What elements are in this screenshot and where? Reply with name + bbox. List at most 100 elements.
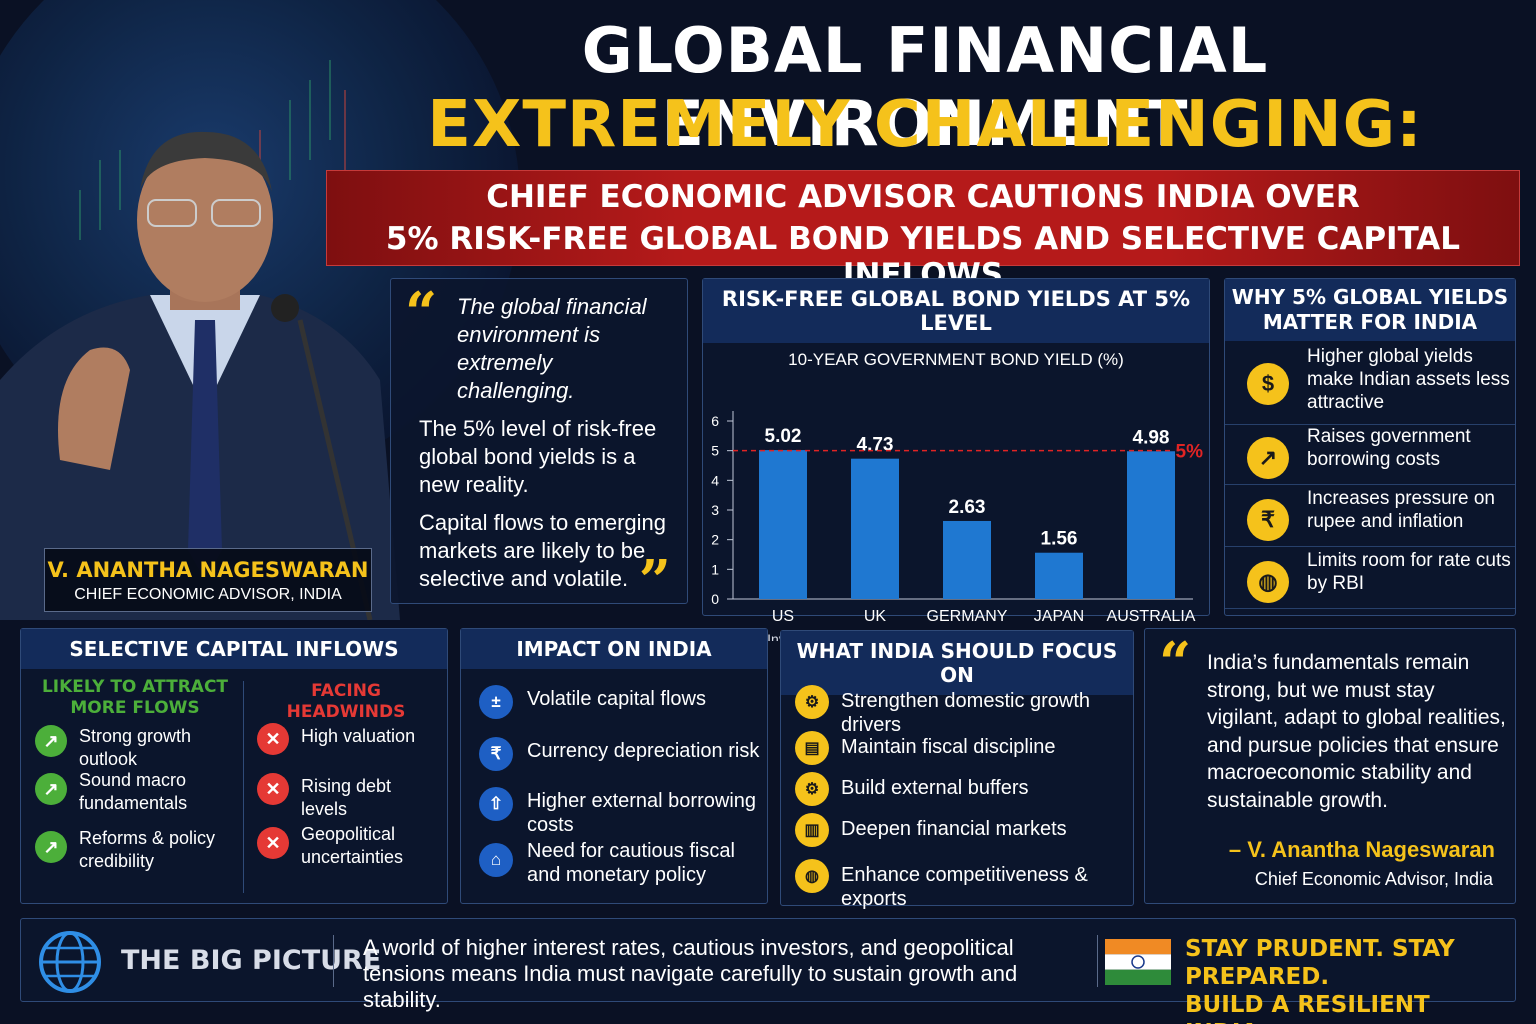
bar-germany [943,520,991,599]
impact-item: Need for cautious fiscal and monetary po… [527,840,735,886]
selective-capital-inflows-panel: SELECTIVE CAPITAL INFLOWS LIKELY TO ATTR… [20,628,448,904]
open-quote-icon-2: “ [1159,630,1192,696]
x-tick-label: US [772,608,794,625]
why-item-text: Increases pressure on rupee and inflatio… [1307,488,1495,532]
y-tick-label: 6 [711,413,719,429]
y-tick-label: 1 [711,561,719,577]
attract-item: Strong growth outlook [79,726,192,769]
bar-uk [851,458,899,599]
globe-icon [39,931,101,993]
bar-japan [1035,552,1083,599]
growth-arrow-icon: ↗ [35,831,67,863]
selective-heading: SELECTIVE CAPITAL INFLOWS [21,629,447,669]
focus-item: Deepen financial markets [841,818,1067,840]
x-tick-label: GERMANY [927,608,1008,625]
x-tick-label: AUSTRALIA [1107,608,1196,625]
big-picture-label: THE BIG PICTURE [121,945,382,976]
chart-title: 10-YEAR GOVERNMENT BOND YIELD (%) [788,350,1124,369]
y-tick-label: 3 [711,502,719,518]
india-flag-icon [1105,939,1171,985]
impact-heading: IMPACT ON INDIA [461,629,767,669]
focus-item: Strengthen domestic growth drivers [841,690,1091,736]
banner-line-2: 5% RISK-FREE GLOBAL BOND YIELDS AND SELE… [385,221,1461,293]
speaker-title: CHIEF ECONOMIC ADVISOR, INDIA [74,586,342,603]
growth-arrow-icon: ↗ [35,773,67,805]
rising-chart-icon: ↗ [1247,437,1289,479]
attract-item: Reforms & policy credibility [79,828,216,871]
main-quote-panel: “ The global financial environment is ex… [390,278,688,609]
why-item-text: Limits room for rate cuts by RBI [1307,550,1511,594]
export-globe-icon: ◍ [795,859,829,893]
y-tick-label: 4 [711,472,719,488]
bond-yield-chart-panel: RISK-FREE GLOBAL BOND YIELDS AT 5% LEVEL… [702,278,1210,647]
x-tick-label: JAPAN [1034,608,1084,625]
bar-australia [1127,451,1175,599]
bar-data-label: 4.98 [1133,427,1170,448]
money-bag-icon: $ [1247,363,1289,405]
attract-flows-title: LIKELY TO ATTRACT MORE FLOWS [41,677,229,718]
reference-line-label: 5% [1176,442,1204,463]
subheadline-banner: CHIEF ECONOMIC ADVISOR CAUTIONS INDIA OV… [326,170,1520,293]
impact-item: Volatile capital flows [527,688,706,710]
speaker-name: V. ANANTHA NAGESWARAN [47,558,369,582]
focus-item: Maintain fiscal discipline [841,736,1056,758]
quote-italic-text: The global financial environment is extr… [457,294,647,403]
cta-line-1: STAY PRUDENT. STAY PREPARED. [1185,936,1455,990]
why-item: $ Higher global yields make Indian assets… [1225,345,1515,425]
rupee-down-icon: ₹ [479,737,513,771]
chart-panel-heading: RISK-FREE GLOBAL BOND YIELDS AT 5% LEVEL [703,279,1209,343]
why-panel-heading: WHY 5% GLOBAL YIELDS MATTER FOR INDIA [1225,279,1515,341]
bar-data-label: 5.02 [765,426,802,447]
volatility-icon: ± [479,685,513,719]
closing-quote-text: India’s fundamentals remain strong, but … [1207,651,1506,812]
headwind-item: High valuation [301,726,416,746]
y-tick-label: 0 [711,591,719,607]
rupee-coin-icon: ₹ [1247,499,1289,541]
speaker-caption: V. ANANTHA NAGESWARAN CHIEF ECONOMIC ADV… [44,548,372,612]
gear-growth-icon: ⚙ [795,685,829,719]
column-divider [243,681,244,893]
headwinds-title: FACING HEADWINDS [286,681,406,722]
warning-icon: ✕ [257,773,289,805]
x-tick-label: UK [864,608,887,625]
why-item-text: Raises government borrowing costs [1307,426,1471,470]
focus-item: Build external buffers [841,777,1029,799]
markets-icon: ▥ [795,813,829,847]
speaker-portrait [0,131,400,620]
headwind-item: Geopolitical uncertainties [301,824,404,867]
closing-quote-signature-title: Chief Economic Advisor, India [1254,869,1493,889]
headwind-item: Rising debt levels [301,776,392,819]
y-tick-label: 5 [711,443,719,459]
quote-paragraph-2: Capital flows to emerging markets are li… [419,510,667,591]
why-item: ◍ Limits room for rate cuts by RBI [1225,549,1515,609]
warning-icon: ✕ [257,827,289,859]
closing-quote-panel: “ India’s fundamentals remain strong, bu… [1144,628,1516,904]
cta-line-2: BUILD A RESILIENT INDIA. [1185,992,1430,1024]
headline-line-1: GLOBAL FINANCIAL ENVIRONMENT [581,14,1269,160]
open-quote-icon: “ [405,280,438,346]
warning-icon: ✕ [257,723,289,755]
bottom-divider-2 [1097,935,1098,987]
why-item: ↗ Raises government borrowing costs [1225,425,1515,485]
why-item-text: Higher global yields make Indian assets … [1307,346,1510,413]
headline-line-2: EXTREMELY CHALLENGING: [427,88,1423,162]
big-picture-bar: THE BIG PICTURE A world of higher intere… [20,918,1516,1024]
bar-data-label: 4.73 [857,435,894,456]
impact-on-india-panel: IMPACT ON INDIA ± Volatile capital flows ₹… [460,628,768,904]
focus-heading: WHAT INDIA SHOULD FOCUS ON [781,631,1133,695]
banner-line-1: CHIEF ECONOMIC ADVISOR CAUTIONS INDIA OV… [486,179,1360,215]
why-item: ₹ Increases pressure on rupee and inflati… [1225,487,1515,547]
big-picture-text: A world of higher interest rates, cautio… [363,935,1018,1012]
growth-arrow-icon: ↗ [35,725,67,757]
focus-item: Enhance competitiveness & exports [841,864,1088,910]
closing-quote-signature: – V. Anantha Nageswaran [1228,837,1495,862]
why-yields-matter-panel: WHY 5% GLOBAL YIELDS MATTER FOR INDIA $ H… [1224,278,1516,616]
impact-item: Higher external borrowing costs [527,790,757,836]
y-tick-label: 2 [711,532,719,548]
borrowing-icon: ⇧ [479,787,513,821]
impact-item: Currency depreciation risk [527,740,760,762]
close-quote-icon: ” [638,548,671,614]
bond-yield-chart: 10-YEAR GOVERNMENT BOND YIELD (%) 0 1 2 3 4 5 6… [711,350,1204,647]
attract-item: Sound macro fundamentals [79,770,188,813]
policy-house-icon: ⌂ [479,843,513,877]
